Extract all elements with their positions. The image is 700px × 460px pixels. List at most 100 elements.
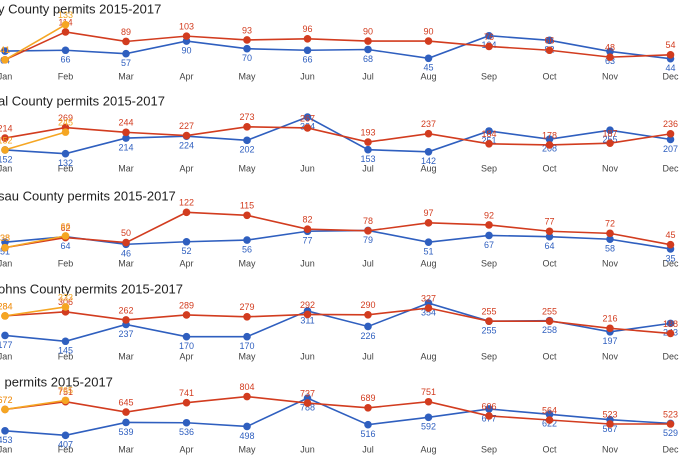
- data-label: 93: [242, 25, 252, 35]
- data-label: 258: [542, 325, 557, 335]
- data-label: 269: [58, 113, 73, 123]
- x-tick-label: Oct: [542, 351, 557, 361]
- x-tick-label: Jan: [0, 351, 12, 361]
- data-label: 72: [605, 219, 615, 229]
- data-label: 202: [239, 145, 254, 155]
- data-label: 54: [665, 40, 675, 50]
- data-label: 142: [421, 156, 436, 166]
- data-label: 262: [118, 305, 133, 315]
- data-point: [485, 412, 493, 420]
- data-label: 45: [423, 63, 433, 73]
- data-label: 214: [118, 142, 133, 152]
- data-point: [606, 229, 614, 238]
- data-point: [364, 403, 372, 412]
- data-point: [485, 317, 493, 325]
- data-label: 737: [300, 388, 315, 398]
- data-point: [61, 396, 70, 405]
- data-label: 52: [181, 246, 191, 256]
- data-label: 153: [360, 154, 375, 164]
- x-tick-label: Jul: [362, 163, 374, 173]
- data-point: [606, 126, 614, 135]
- data-label: 90: [181, 45, 191, 55]
- x-tick-label: Nov: [602, 444, 619, 454]
- data-label: 453: [0, 435, 13, 445]
- data-label: 567: [602, 424, 617, 434]
- x-tick-label: Apr: [179, 444, 193, 454]
- series-line: [4, 31, 671, 61]
- data-point: [485, 231, 493, 240]
- x-tick-label: Jun: [300, 163, 315, 173]
- data-point: [364, 322, 372, 331]
- data-point: [243, 122, 251, 131]
- data-point: [61, 149, 70, 158]
- data-label: 178: [542, 130, 557, 140]
- data-point: [545, 232, 554, 241]
- data-point: [303, 225, 312, 233]
- x-tick-label: Sep: [481, 258, 497, 268]
- data-point: [364, 37, 372, 45]
- data-label: 46: [121, 249, 131, 259]
- data-point: [606, 235, 614, 244]
- data-point: [122, 128, 130, 137]
- data-point: [485, 127, 493, 135]
- x-tick-label: Jul: [362, 351, 374, 361]
- x-tick-label: Jul: [362, 258, 374, 268]
- data-label: 57: [121, 58, 131, 68]
- data-label: 35: [665, 253, 675, 263]
- data-label: 645: [118, 397, 133, 407]
- data-point: [122, 238, 130, 247]
- x-tick-label: Oct: [542, 71, 557, 81]
- data-point: [485, 139, 493, 148]
- data-point: [182, 32, 191, 40]
- x-tick-label: Mar: [118, 351, 134, 361]
- data-label: 51: [423, 247, 433, 257]
- data-label: 64: [544, 241, 554, 251]
- data-point: [182, 208, 191, 217]
- data-label: 184: [481, 129, 496, 139]
- x-tick-label: Sep: [481, 444, 497, 454]
- data-label: 152: [0, 135, 13, 145]
- data-label: 333: [58, 292, 73, 302]
- data-label: 564: [542, 405, 557, 415]
- x-tick-label: Feb: [58, 444, 74, 454]
- data-label: 79: [363, 235, 373, 245]
- data-point: [1, 427, 9, 435]
- data-label: 536: [179, 427, 194, 437]
- data-point: [545, 410, 554, 419]
- data-point: [424, 129, 433, 138]
- data-label: 58: [605, 244, 615, 254]
- x-tick-label: Dec: [662, 258, 679, 268]
- x-tick-label: Oct: [542, 163, 557, 173]
- x-tick-label: Dec: [662, 71, 679, 81]
- data-label: 689: [360, 393, 375, 403]
- x-tick-label: Jun: [300, 351, 315, 361]
- x-tick-label: Jun: [300, 71, 315, 81]
- data-point: [61, 232, 70, 240]
- data-point: [1, 56, 9, 64]
- data-label: 529: [663, 428, 678, 438]
- data-point: [61, 28, 70, 36]
- data-label: 327: [421, 293, 436, 303]
- x-tick-label: Jan: [0, 71, 12, 81]
- data-label: 66: [60, 221, 70, 231]
- data-label: 267: [300, 113, 315, 123]
- data-label: 56: [242, 244, 252, 254]
- data-point: [1, 238, 9, 246]
- data-point: [182, 398, 191, 407]
- data-point: [1, 134, 9, 142]
- data-point: [666, 130, 675, 138]
- data-label: 255: [481, 326, 496, 336]
- data-label: 226: [360, 331, 375, 341]
- data-point: [545, 227, 554, 236]
- series-line: [4, 395, 671, 425]
- series-line: [4, 211, 671, 249]
- data-label: 193: [360, 127, 375, 137]
- data-point: [122, 37, 130, 46]
- data-label: 103: [179, 22, 194, 32]
- data-label: 68: [363, 54, 373, 64]
- data-label: 216: [602, 314, 617, 324]
- line-chart: sau County permits 2015-2017 Jan Feb Mar Apr…: [0, 188, 679, 268]
- data-point: [666, 135, 675, 144]
- data-point: [424, 148, 433, 156]
